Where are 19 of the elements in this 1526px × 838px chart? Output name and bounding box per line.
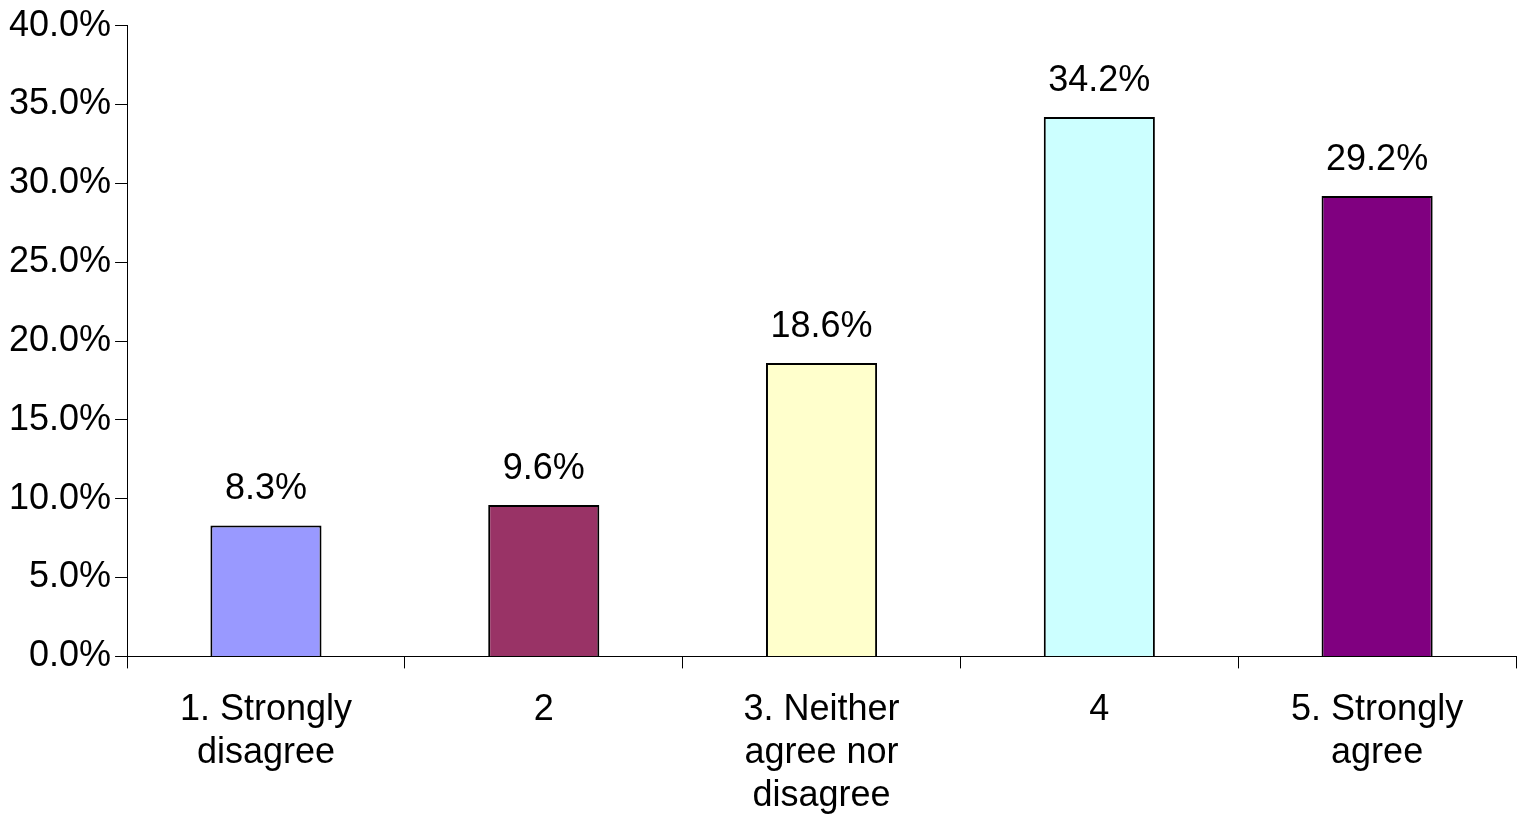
y-tick-label: 20.0% bbox=[9, 317, 112, 359]
data-label: 29.2% bbox=[1326, 136, 1429, 178]
x-tick-label: 4 bbox=[1089, 686, 1110, 728]
x-tick-label: 1. Strongly disagree bbox=[179, 686, 353, 772]
y-tick-label: 10.0% bbox=[9, 475, 112, 517]
x-tick-label: 2 bbox=[533, 686, 554, 728]
data-label: 34.2% bbox=[1048, 57, 1151, 99]
data-label: 9.6% bbox=[502, 445, 585, 487]
y-tick-label: 35.0% bbox=[9, 81, 112, 123]
data-label: 18.6% bbox=[770, 304, 873, 345]
data-label: 8.3% bbox=[224, 466, 307, 508]
y-tick-label: 40.0% bbox=[9, 2, 112, 44]
x-tick-label: 5. Strongly agree bbox=[1291, 686, 1464, 772]
y-tick-label: 15.0% bbox=[9, 396, 112, 438]
y-tick-label: 0.0% bbox=[29, 633, 112, 675]
y-tick-label: 30.0% bbox=[9, 160, 112, 202]
y-tick-label: 25.0% bbox=[9, 239, 112, 281]
y-tick-label: 5.0% bbox=[29, 554, 112, 596]
x-tick-label: 3. Neither agree nor disagree bbox=[743, 686, 900, 815]
